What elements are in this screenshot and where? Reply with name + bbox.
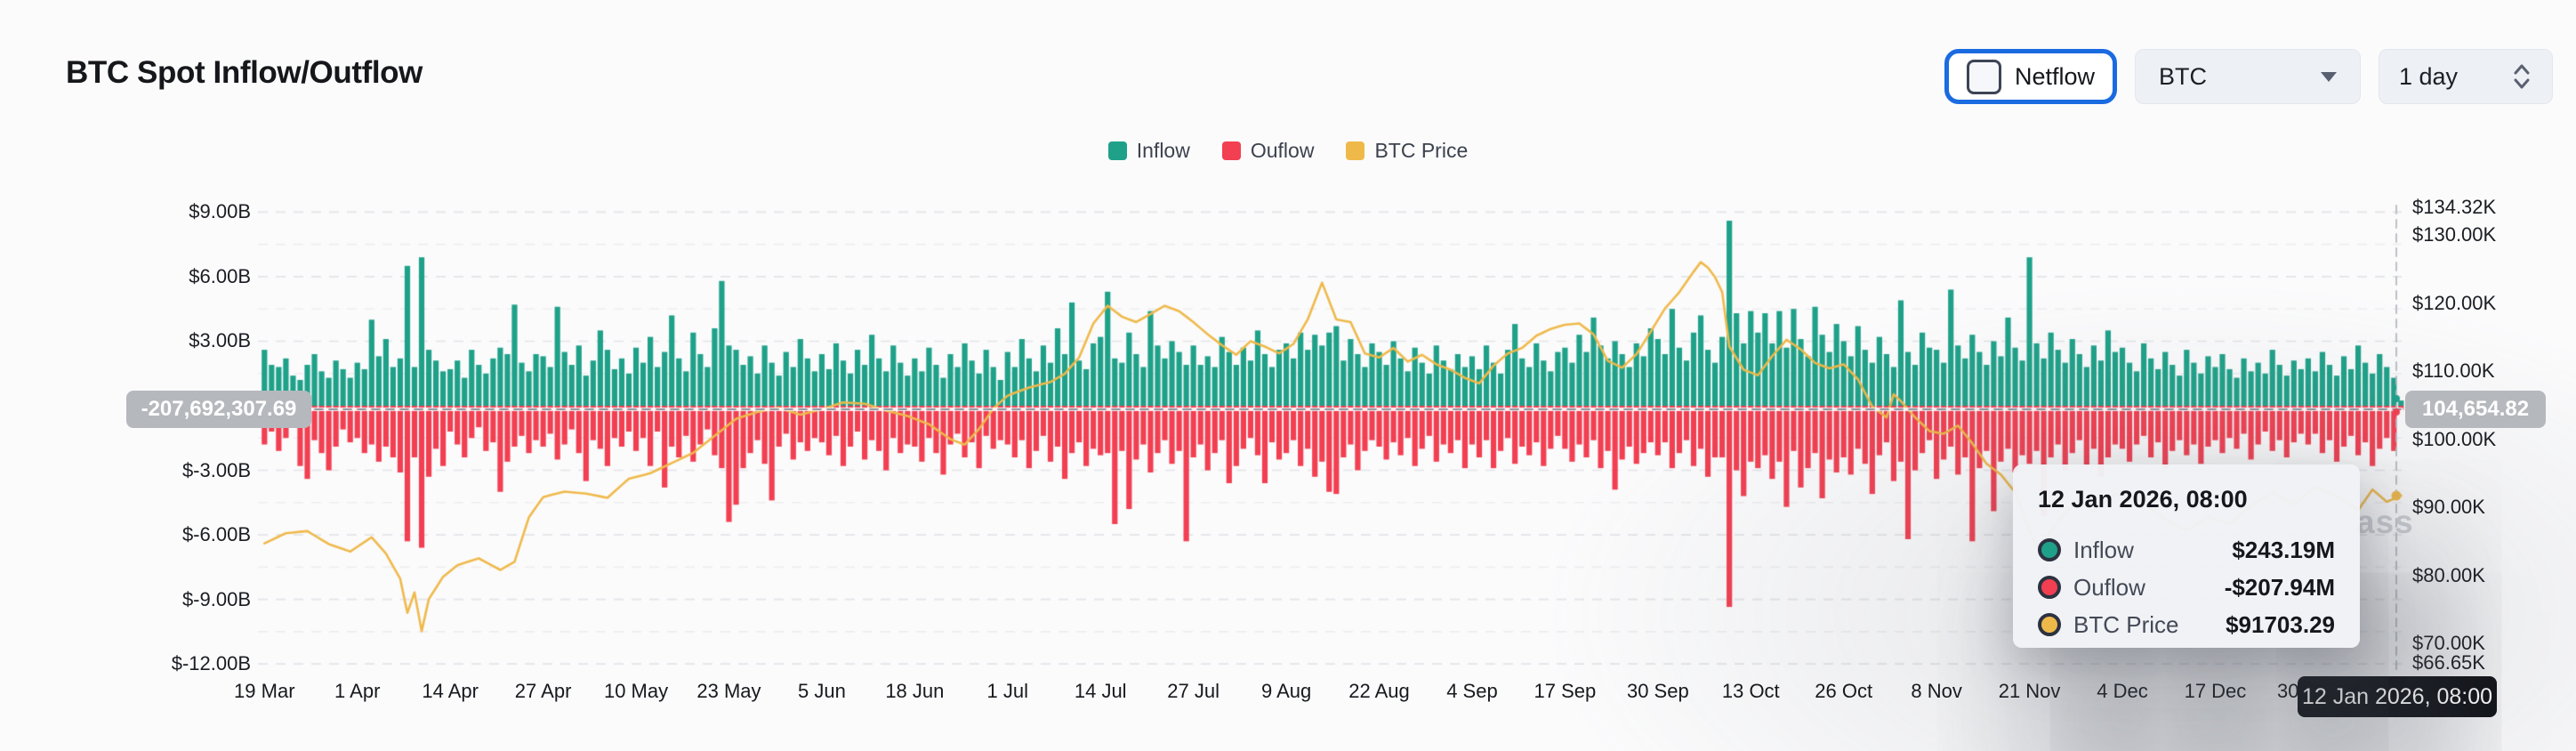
crosshair-left-value-badge: -207,692,307.69	[126, 391, 311, 428]
x-axis-tick: 18 Jun	[885, 680, 945, 702]
netflow-label: Netflow	[2014, 62, 2095, 90]
left-axis-tick: $-12.00B	[171, 652, 251, 675]
x-axis-tick: 22 Aug	[1348, 680, 1410, 702]
up-down-chevrons-icon	[2511, 62, 2532, 91]
tooltip-row-ouflow: Ouflow -$207.94M	[2038, 569, 2335, 606]
btc-price-dot-icon	[2038, 613, 2061, 636]
inflow-swatch-icon	[1107, 141, 1127, 160]
hover-tooltip: 12 Jan 2026, 08:00 Inflow $243.19M Ouflo…	[2013, 464, 2360, 648]
x-axis-tick: 1 Jul	[986, 680, 1029, 702]
tooltip-title: 12 Jan 2026, 08:00	[2038, 486, 2248, 513]
legend-item-inflow[interactable]: Inflow	[1107, 139, 1190, 163]
tooltip-row-inflow: Inflow $243.19M	[2038, 531, 2335, 569]
inflow-dot-icon	[2038, 538, 2061, 561]
x-axis-tick: 10 May	[603, 680, 669, 702]
interval-select[interactable]: 1 day	[2379, 49, 2553, 104]
tooltip-row-value: -$207.94M	[2224, 573, 2335, 601]
coin-select[interactable]: BTC	[2135, 49, 2361, 104]
interval-select-value: 1 day	[2399, 62, 2459, 90]
chart-controls: Netflow BTC 1 day	[1944, 49, 2553, 104]
tooltip-row-label: Ouflow	[2073, 573, 2145, 601]
crosshair-right-value-badge: 104,654.82	[2405, 391, 2546, 428]
right-axis-tick: $100.00K	[2412, 427, 2497, 450]
legend-item-btc-price[interactable]: BTC Price	[1346, 139, 1468, 163]
netflow-toggle[interactable]: Netflow	[1944, 49, 2117, 104]
x-axis-tick: 27 Jul	[1167, 680, 1220, 702]
tooltip-row-label: BTC Price	[2073, 610, 2179, 638]
crosshair-date-badge: 12 Jan 2026, 08:00	[2298, 676, 2497, 717]
x-axis-tick: 9 Aug	[1260, 680, 1312, 702]
x-axis-tick: 19 Mar	[234, 680, 295, 702]
ouflow-dot-icon	[2038, 576, 2061, 599]
x-axis-tick: 14 Apr	[422, 680, 479, 702]
legend-item-ouflow[interactable]: Ouflow	[1221, 139, 1315, 163]
x-axis-tick: 30 Sep	[1626, 680, 1689, 702]
right-axis-tick: $130.00K	[2412, 223, 2497, 246]
right-axis-tick: $134.32K	[2412, 196, 2497, 218]
left-axis-tick: $6.00B	[189, 264, 251, 287]
left-axis-tick: $-9.00B	[181, 587, 251, 610]
btc-price-swatch-icon	[1346, 141, 1365, 160]
right-axis-tick: $120.00K	[2412, 291, 2497, 314]
x-axis-tick: 17 Sep	[1534, 680, 1597, 702]
x-axis-tick: 4 Sep	[1446, 680, 1498, 702]
tooltip-row-label: Inflow	[2073, 536, 2134, 563]
left-axis-tick: $-3.00B	[181, 458, 251, 481]
left-axis-tick: $9.00B	[189, 200, 251, 223]
right-axis-tick: $90.00K	[2412, 496, 2485, 519]
left-axis-tick: $3.00B	[189, 329, 251, 352]
x-axis-tick: 14 Jul	[1074, 680, 1127, 702]
x-axis-tick: 8 Nov	[1911, 680, 1962, 702]
legend-label: BTC Price	[1374, 139, 1469, 162]
x-axis-tick: 1 Apr	[334, 680, 381, 702]
tooltip-row-value: $91703.29	[2226, 610, 2335, 638]
chevron-down-icon	[2321, 71, 2337, 82]
right-axis-tick: $66.65K	[2412, 651, 2485, 674]
tooltip-row-btc-price: BTC Price $91703.29	[2038, 606, 2335, 643]
coin-select-value: BTC	[2159, 62, 2207, 90]
legend-label: Ouflow	[1250, 139, 1315, 162]
ouflow-swatch-icon	[1221, 141, 1241, 160]
netflow-checkbox[interactable]	[1966, 59, 2001, 94]
x-axis-tick: 23 May	[696, 680, 761, 702]
page-title: BTC Spot Inflow/Outflow	[66, 55, 423, 90]
x-axis-tick: 4 Dec	[2097, 680, 2148, 702]
right-axis-tick: $70.00K	[2412, 632, 2485, 655]
x-axis-tick: 13 Oct	[1721, 680, 1780, 702]
x-axis-tick: 26 Oct	[1815, 680, 1873, 702]
right-axis-tick: $80.00K	[2412, 563, 2485, 586]
right-axis-tick: $110.00K	[2412, 359, 2495, 383]
legend-label: Inflow	[1136, 139, 1190, 162]
tooltip-row-value: $243.19M	[2232, 536, 2335, 563]
watermark: ass	[2356, 504, 2414, 540]
x-axis-tick: 17 Dec	[2184, 680, 2247, 702]
chart-legend: Inflow Ouflow BTC Price	[0, 139, 2576, 163]
x-axis-tick: 21 Nov	[1998, 680, 2061, 702]
x-axis-tick: 27 Apr	[514, 680, 572, 702]
left-axis-tick: $-6.00B	[181, 523, 251, 546]
x-axis-tick: 5 Jun	[797, 680, 846, 702]
